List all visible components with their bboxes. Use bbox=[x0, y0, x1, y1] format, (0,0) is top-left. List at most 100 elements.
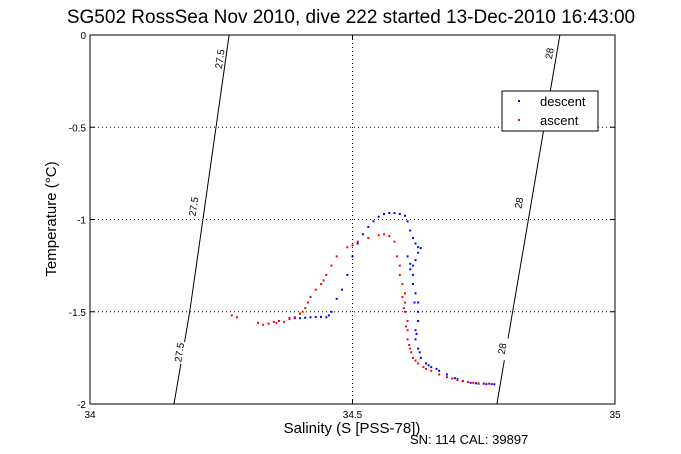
y-tick-label: -0.5 bbox=[69, 123, 87, 134]
legend-label-ascent: ascent bbox=[540, 113, 579, 128]
y-tick-label: -1.5 bbox=[69, 308, 87, 319]
data-point-ascent bbox=[404, 310, 406, 313]
contour-label-background bbox=[172, 340, 186, 364]
data-point-descent bbox=[327, 314, 330, 317]
legend-marker-descent bbox=[518, 100, 520, 102]
data-point-ascent bbox=[309, 296, 312, 298]
contour-label-background bbox=[512, 191, 526, 215]
data-point-ascent bbox=[367, 237, 370, 239]
axis-ticks: 34 34.5 35 0 -0.5 -1 -1.5 -2 bbox=[69, 31, 621, 421]
data-point-descent bbox=[417, 251, 420, 254]
data-point-descent bbox=[453, 377, 456, 380]
data-point-ascent bbox=[383, 233, 385, 236]
data-point-descent bbox=[417, 310, 420, 313]
data-point-descent bbox=[411, 283, 414, 286]
data-point-ascent bbox=[398, 273, 401, 276]
data-point-ascent bbox=[472, 381, 475, 384]
series-ascent bbox=[230, 233, 490, 385]
data-point-descent bbox=[411, 264, 414, 267]
data-point-descent bbox=[409, 262, 412, 265]
data-point-ascent bbox=[396, 255, 399, 258]
contour-label: 28 bbox=[514, 196, 527, 209]
data-point-descent bbox=[490, 383, 493, 386]
data-point-descent bbox=[411, 237, 414, 239]
data-point-ascent bbox=[288, 318, 291, 321]
data-point-ascent bbox=[406, 329, 409, 332]
data-point-descent bbox=[325, 316, 328, 319]
data-point-ascent bbox=[230, 314, 233, 317]
data-point-ascent bbox=[356, 240, 359, 243]
data-point-descent bbox=[367, 225, 370, 228]
data-point-ascent bbox=[267, 322, 270, 325]
data-point-ascent bbox=[414, 359, 417, 362]
data-point-ascent bbox=[425, 367, 427, 370]
data-point-descent bbox=[409, 229, 412, 232]
data-point-descent bbox=[417, 246, 420, 249]
data-point-ascent bbox=[488, 382, 490, 385]
data-point-descent bbox=[419, 247, 422, 250]
x-tick-label: 34.5 bbox=[343, 410, 363, 421]
data-point-ascent bbox=[278, 320, 280, 322]
data-point-ascent bbox=[430, 369, 433, 372]
data-point-descent bbox=[493, 383, 496, 386]
contour-label: 27.5 bbox=[173, 342, 187, 363]
data-point-ascent bbox=[301, 310, 304, 313]
x-tick-label: 34 bbox=[84, 410, 96, 421]
data-point-ascent bbox=[406, 320, 409, 322]
data-point-ascent bbox=[325, 273, 328, 276]
grid bbox=[90, 35, 615, 404]
data-point-descent bbox=[404, 214, 406, 217]
data-point-descent bbox=[414, 242, 417, 245]
data-point-descent bbox=[304, 316, 307, 319]
data-point-descent bbox=[372, 220, 375, 223]
data-point-ascent bbox=[417, 362, 420, 365]
data-point-descent bbox=[435, 367, 438, 370]
data-point-descent bbox=[411, 273, 414, 276]
data-point-descent bbox=[417, 347, 420, 350]
contour-label: 28 bbox=[497, 342, 510, 355]
data-point-ascent bbox=[422, 366, 425, 369]
data-point-ascent bbox=[299, 312, 301, 315]
data-point-ascent bbox=[293, 316, 296, 319]
data-point-ascent bbox=[467, 380, 469, 383]
data-point-ascent bbox=[451, 377, 454, 380]
data-point-ascent bbox=[404, 301, 406, 304]
data-point-ascent bbox=[404, 292, 406, 295]
data-point-descent bbox=[330, 310, 333, 313]
data-point-ascent bbox=[304, 307, 307, 310]
data-point-ascent bbox=[401, 296, 404, 298]
legend: descent ascent bbox=[501, 90, 599, 132]
data-point-ascent bbox=[262, 323, 265, 326]
legend-entry-ascent: ascent bbox=[518, 113, 579, 128]
data-point-descent bbox=[309, 316, 312, 319]
data-point-descent bbox=[417, 301, 420, 304]
data-point-descent bbox=[377, 215, 380, 218]
data-point-descent bbox=[469, 381, 472, 384]
data-point-descent bbox=[418, 351, 421, 354]
data-point-descent bbox=[398, 213, 401, 215]
data-point-ascent bbox=[482, 382, 485, 385]
y-axis-label: Temperature (°C) bbox=[43, 161, 60, 276]
contour-label-background bbox=[186, 194, 200, 219]
data-point-descent bbox=[314, 315, 317, 318]
legend-entry-descent: descent bbox=[518, 94, 586, 109]
x-tick-label: 35 bbox=[609, 410, 621, 421]
data-point-descent bbox=[414, 329, 417, 332]
data-point-descent bbox=[414, 338, 417, 341]
data-point-ascent bbox=[236, 316, 238, 319]
data-point-ascent bbox=[306, 301, 309, 304]
data-point-descent bbox=[485, 383, 488, 386]
contour-label-background bbox=[213, 47, 227, 71]
data-point-descent bbox=[413, 301, 416, 304]
contour-label: 27.5 bbox=[214, 48, 228, 69]
data-point-descent bbox=[406, 255, 409, 258]
data-point-ascent bbox=[446, 376, 448, 379]
data-point-ascent bbox=[322, 279, 325, 282]
data-point-ascent bbox=[438, 373, 441, 376]
data-point-ascent bbox=[314, 288, 317, 291]
data-point-descent bbox=[414, 259, 417, 262]
data-point-ascent bbox=[401, 283, 404, 286]
data-point-ascent bbox=[461, 380, 464, 383]
data-point-ascent bbox=[330, 264, 333, 267]
